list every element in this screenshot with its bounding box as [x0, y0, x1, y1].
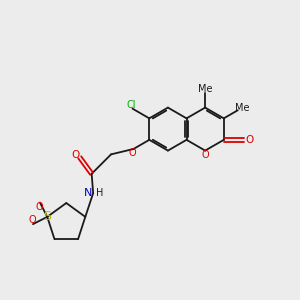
- Text: O: O: [35, 202, 43, 212]
- Text: H: H: [96, 188, 103, 198]
- Text: O: O: [72, 150, 80, 160]
- Text: S: S: [43, 210, 51, 224]
- Text: Me: Me: [198, 84, 212, 94]
- Text: O: O: [28, 215, 36, 225]
- Text: Me: Me: [235, 103, 250, 113]
- Text: O: O: [245, 135, 254, 145]
- Text: Cl: Cl: [127, 100, 136, 110]
- Text: O: O: [201, 150, 209, 161]
- Text: O: O: [128, 148, 136, 158]
- Text: N: N: [84, 188, 92, 198]
